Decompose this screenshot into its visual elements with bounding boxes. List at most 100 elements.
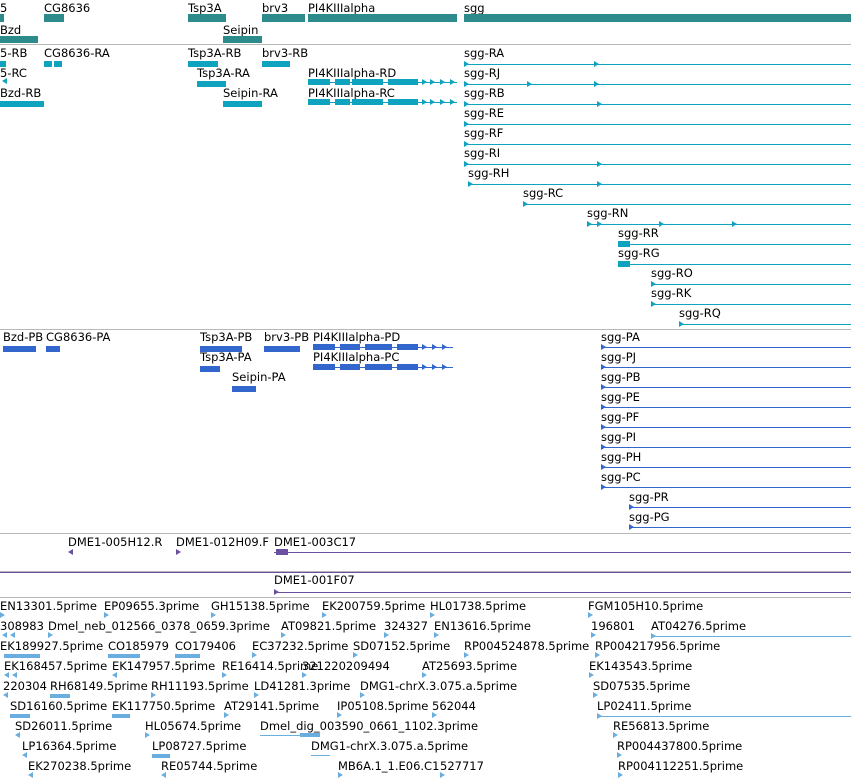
strand-arrow-right-icon xyxy=(468,181,473,187)
feature-label: brv3-PB xyxy=(264,330,310,344)
feature-label: GH15138.5prime xyxy=(211,599,310,613)
exon-block xyxy=(4,654,40,658)
feature-label: 562044 xyxy=(432,699,476,713)
feature-label: 308983 xyxy=(0,619,44,633)
exon-block xyxy=(352,79,383,85)
strand-arrow-right-icon xyxy=(597,221,602,227)
strand-arrow-right-icon xyxy=(450,99,455,105)
feature-label: RP004112251.5prime xyxy=(618,759,744,773)
strand-arrow-right-icon xyxy=(588,612,593,618)
exon-block xyxy=(200,366,220,372)
feature-label: LD41281.3prime xyxy=(254,679,351,693)
feature-label: EK143543.5prime xyxy=(589,659,693,673)
exon-block xyxy=(308,99,330,105)
intron-line xyxy=(464,84,851,85)
feature-label: CG8636 xyxy=(44,1,91,15)
feature-label: DMG1-chrX.3.075.a.5prime xyxy=(360,679,518,693)
exon-block xyxy=(464,14,851,22)
feature-label: EK200759.5prime xyxy=(322,599,426,613)
strand-arrow-right-icon xyxy=(211,612,216,618)
feature-label: sgg-RF xyxy=(464,126,504,140)
strand-arrow-right-icon xyxy=(594,61,599,67)
exon-block xyxy=(262,14,305,22)
strand-arrow-right-icon xyxy=(651,633,656,639)
strand-arrow-right-icon xyxy=(440,772,445,778)
feature-label: LP16364.5prime xyxy=(22,739,117,753)
feature-label: Bzd xyxy=(0,23,22,37)
feature-label: sgg-RO xyxy=(651,266,693,280)
strand-arrow-right-icon xyxy=(281,632,286,638)
exon-block xyxy=(262,61,290,67)
intron-line xyxy=(597,716,851,717)
strand-arrow-right-icon xyxy=(601,384,606,390)
feature-label: FGM105H10.5prime xyxy=(588,599,704,613)
feature-label: RE16414.5prime xyxy=(222,659,319,673)
feature-label: 220304 xyxy=(3,679,47,693)
strand-arrow-right-icon xyxy=(322,612,327,618)
feature-label: EK168457.5prime xyxy=(4,659,108,673)
feature-label: RH11193.5prime xyxy=(151,679,249,693)
strand-arrow-right-icon xyxy=(338,772,343,778)
feature-label: sgg-PI xyxy=(601,430,637,444)
exon-block xyxy=(188,61,218,67)
strand-arrow-right-icon xyxy=(601,364,606,370)
feature-label: EP09655.3prime xyxy=(104,599,200,613)
feature-label: CG8636-PA xyxy=(46,330,111,344)
feature-label: sgg-RN xyxy=(587,206,629,220)
exon-block xyxy=(397,364,418,370)
strand-arrow-right-icon xyxy=(422,364,427,370)
strand-arrow-right-icon xyxy=(464,121,469,127)
intron-line xyxy=(601,367,851,368)
feature-label: 5-RB xyxy=(0,46,28,60)
strand-arrow-right-icon xyxy=(440,99,445,105)
exon-block xyxy=(300,733,320,737)
intron-line xyxy=(601,487,851,488)
intron-line xyxy=(629,527,851,528)
strand-arrow-right-icon xyxy=(601,344,606,350)
strand-arrow-right-icon xyxy=(601,404,606,410)
feature-label: AT09821.5prime xyxy=(281,619,377,633)
strand-arrow-right-icon xyxy=(601,464,606,470)
feature-label: DME1-012H09.F xyxy=(176,535,270,549)
feature-label: 5-RC xyxy=(0,66,27,80)
feature-label: EK117750.5prime xyxy=(112,699,216,713)
feature-label: RE05744.5prime xyxy=(161,759,258,773)
strand-arrow-right-icon xyxy=(430,79,435,85)
exon-block xyxy=(313,344,335,350)
strand-arrow-right-icon xyxy=(679,321,684,327)
strand-arrow-right-icon xyxy=(464,81,469,87)
feature-label: Tsp3A-RB xyxy=(188,46,242,60)
track-separator xyxy=(0,571,851,572)
intron-line xyxy=(618,244,851,245)
intron-line xyxy=(651,636,851,637)
strand-arrow-left-icon xyxy=(10,632,15,638)
feature-label: LP08727.5prime xyxy=(152,739,247,753)
strand-arrow-right-icon xyxy=(434,632,439,638)
intron-line xyxy=(0,572,851,573)
feature-label: brv3-RB xyxy=(262,46,309,60)
strand-arrow-right-icon xyxy=(601,484,606,490)
feature-label: sgg-RA xyxy=(464,46,505,60)
exon-block xyxy=(313,364,335,370)
exon-block xyxy=(397,344,418,350)
strand-arrow-right-icon xyxy=(659,221,664,227)
feature-label: HL01738.5prime xyxy=(430,599,527,613)
intron-line xyxy=(468,184,851,185)
strand-arrow-right-icon xyxy=(274,589,279,595)
strand-arrow-right-icon xyxy=(629,504,634,510)
feature-label: PI4KIIIalpha-PD xyxy=(313,330,401,344)
strand-arrow-right-icon xyxy=(618,772,623,778)
feature-label: Bzd-PB xyxy=(3,330,44,344)
intron-line xyxy=(274,552,851,553)
strand-arrow-right-icon xyxy=(527,81,532,87)
strand-arrow-right-icon xyxy=(360,692,365,698)
exon-block xyxy=(108,654,140,658)
feature-label: DMG1-chrX.3.075.a.5prime xyxy=(311,739,469,753)
exon-block xyxy=(223,36,262,43)
strand-arrow-right-icon xyxy=(222,672,227,678)
feature-label: Seipin xyxy=(223,23,259,37)
exon-block xyxy=(335,79,350,85)
strand-arrow-right-icon xyxy=(597,101,602,107)
track-separator xyxy=(0,329,851,330)
strand-arrow-right-icon xyxy=(104,612,109,618)
